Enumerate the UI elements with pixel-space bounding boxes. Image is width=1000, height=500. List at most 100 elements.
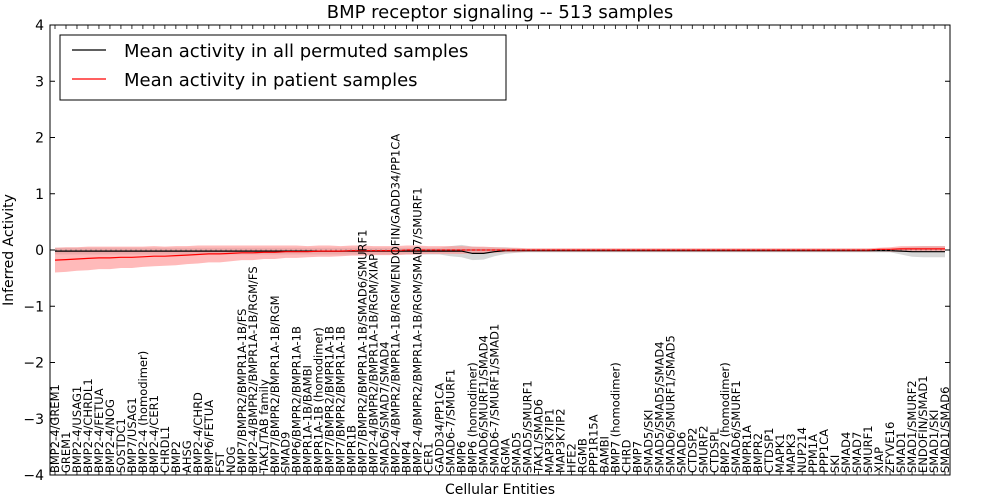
x-tick-label: BMP2-4/CER1 [147, 395, 161, 473]
x-tick-label: SMAD6 [674, 432, 688, 473]
x-tick-label: BMPR1A-1B (homodimer) [312, 327, 326, 473]
x-tick-label: BMPR2 [751, 433, 765, 473]
x-tick-label: BMP6 (homodimer) [466, 362, 480, 473]
x-tick-label: SMAD1/SMURF2 [905, 380, 919, 473]
y-tick-label: 4 [35, 18, 44, 34]
legend-box [59, 34, 507, 101]
x-tick-label: PPM1A [806, 434, 820, 473]
chart-title: BMP receptor signaling -- 513 samples [327, 2, 674, 23]
x-tick-label: ZFYVE16 [883, 422, 897, 473]
x-tick-label: BMPR1A [740, 425, 754, 473]
x-tick-label: MAPK3 [784, 433, 798, 473]
x-tick-label: ENDOFIN/SMAD1 [916, 375, 930, 473]
x-tick-label: GREM1 [59, 432, 73, 473]
x-tick-label: AHSG [180, 440, 194, 473]
y-tick-label: 2 [35, 131, 44, 147]
x-tick-label: SMAD6-7/SMURF1/SMAD1 [488, 324, 502, 473]
x-tick-label: SMAD1 [894, 432, 908, 473]
x-tick-label: BMPR1A-1B/BAMBI [301, 365, 315, 473]
x-tick-label: SMAD5 [509, 432, 523, 473]
y-axis-ticks: 4 3 2 1 0 −1 −2 −3 −4 [23, 18, 950, 484]
y-tick-label: 3 [35, 74, 44, 90]
x-tick-label: BMP2-4/BMPR2/BMPR1A-1B/RGM/SMAD7/SMURF1 [411, 187, 425, 473]
x-tick-label: MAP3K7IP2 [553, 408, 567, 473]
x-tick-label: HFE2 [564, 443, 578, 473]
x-tick-label: BMP2-4/BMPR2/BMPR1A-1B/RGM/FS [246, 266, 260, 473]
x-tick-labels: BMP2-4/GREM1GREM1BMP2-4/USAG1BMP2-4/CHRD… [48, 25, 952, 475]
y-tick-label: −1 [23, 299, 44, 315]
x-tick-label: XIAP [872, 447, 886, 473]
x-tick-label: BMP2-4 (homodimer) [136, 351, 150, 473]
x-tick-label: SMAD5/SKI [641, 410, 655, 473]
x-tick-label: SMAD6/SMAD7/SMAD4 [378, 341, 392, 473]
x-tick-label: CHRD [619, 439, 633, 473]
legend-label-patient: Mean activity in patient samples [124, 70, 418, 91]
x-tick-label: CTDSP2 [685, 428, 699, 473]
x-tick-label: RGMB [575, 438, 589, 473]
x-tick-label: SMAD7 [850, 432, 864, 473]
y-tick-label: −2 [23, 356, 44, 372]
x-tick-label: BMP6/FETUA [202, 400, 216, 473]
x-tick-label: SMAD6/SMURF1/SMAD5 [663, 335, 677, 473]
x-tick-label: BMP2 [169, 441, 183, 473]
x-tick-label: BMP2-4/NOG [103, 399, 117, 473]
x-tick-label: SMAD9 [279, 432, 293, 473]
x-tick-label: BMP6/BMPR2/BMPR1A-1B [290, 326, 304, 473]
x-tick-label: BMP7/BMPR2/BMPR1A-1B/SMAD6/SMURF1 [356, 230, 370, 473]
x-tick-label: SMAD1/SKI [927, 410, 941, 473]
x-tick-label: BMPR1B [345, 425, 359, 473]
x-tick-label: SMAD1/SMAD6 [938, 387, 952, 473]
x-tick-label: TAK1/TAB family [257, 379, 271, 474]
x-tick-label: SMAD5/SMAD5/SMAD4 [652, 341, 666, 473]
x-tick-label: BMP7 (homodimer) [608, 362, 622, 473]
x-tick-label: BMP2-4/BMPR2/BMPR1A-1B/RGM/XIAP [367, 254, 381, 473]
x-tick-label: NOG [224, 446, 238, 473]
y-tick-label: 1 [35, 187, 44, 203]
legend: Mean activity in all permuted samples Me… [59, 34, 507, 101]
x-tick-label: MAPK1 [773, 433, 787, 473]
plot-frame [49, 24, 951, 476]
x-tick-label: GADD34/PP1CA [433, 383, 447, 473]
x-tick-label: MAP3K7IP1 [542, 408, 556, 473]
y-tick-label: −4 [23, 468, 44, 484]
x-tick-label: SMAD6/SMURF1/SMAD4 [477, 335, 491, 473]
x-tick-label: SOSTDC1 [114, 418, 128, 473]
x-tick-label: BMP2-4/USAG1 [70, 386, 84, 473]
x-tick-label: BMP6 [455, 441, 469, 473]
x-tick-label: FST [213, 451, 227, 473]
x-tick-label: SMAD6-7/SMURF1 [444, 369, 458, 473]
x-tick-label: BMP4 [400, 441, 414, 473]
x-axis-label: Cellular Entities [445, 482, 555, 498]
y-tick-label: 0 [35, 243, 44, 259]
x-tick-label: BAMBI [597, 436, 611, 473]
x-tick-label: BMP2-4/FETUA [92, 388, 106, 473]
y-axis-label: Inferred Activity [1, 194, 17, 306]
x-tick-label: RGMA [498, 438, 512, 473]
x-tick-label: BMP7/BMPR2/BMPR1A-1B [334, 326, 348, 473]
x-tick-label: TAK1/SMAD6 [531, 399, 545, 474]
x-tick-label: CHRDL1 [158, 426, 172, 473]
x-tick-label: BMP7/BMPR2/BMPR1A-1B [323, 326, 337, 473]
x-tick-label: SMAD4 [839, 432, 853, 473]
x-tick-label: BMP7/BMPR2/BMPR1A-1B/RGM [268, 295, 282, 473]
x-tick-label: PPP1CA [817, 429, 831, 473]
x-tick-label: SMAD5/SMURF1 [520, 380, 534, 473]
x-tick-label: BMP7/USAG1 [125, 397, 139, 473]
y-tick-label: −3 [23, 412, 44, 428]
x-tick-label: NUP214 [795, 427, 809, 473]
x-tick-label: BMP2-4/BMPR2/BMPR1A-1B/RGM/ENDOFIN/GADD3… [389, 134, 403, 473]
x-tick-label: SMAD6/SMURF1 [729, 380, 743, 473]
x-tick-label: CTDSPL [707, 428, 721, 473]
x-tick-label: PPP1R15A [586, 414, 600, 473]
x-tick-label: BMP2-4/CHRD [191, 392, 205, 473]
x-tick-label: SMURF2 [696, 425, 710, 473]
x-tick-label: BMP7 [630, 441, 644, 473]
x-tick-label: CER1 [422, 442, 436, 473]
x-tick-label: BMP2 (homodimer) [718, 362, 732, 473]
x-tick-label: CTDSP1 [762, 428, 776, 473]
x-tick-label: BMP7/BMPR2/BMPR1A-1B/FS [235, 309, 249, 473]
legend-label-permuted: Mean activity in all permuted samples [124, 41, 468, 62]
x-tick-label: BMP2-4/GREM1 [48, 384, 62, 473]
x-tick-label: BMP2-4/CHRDL1 [81, 378, 95, 473]
